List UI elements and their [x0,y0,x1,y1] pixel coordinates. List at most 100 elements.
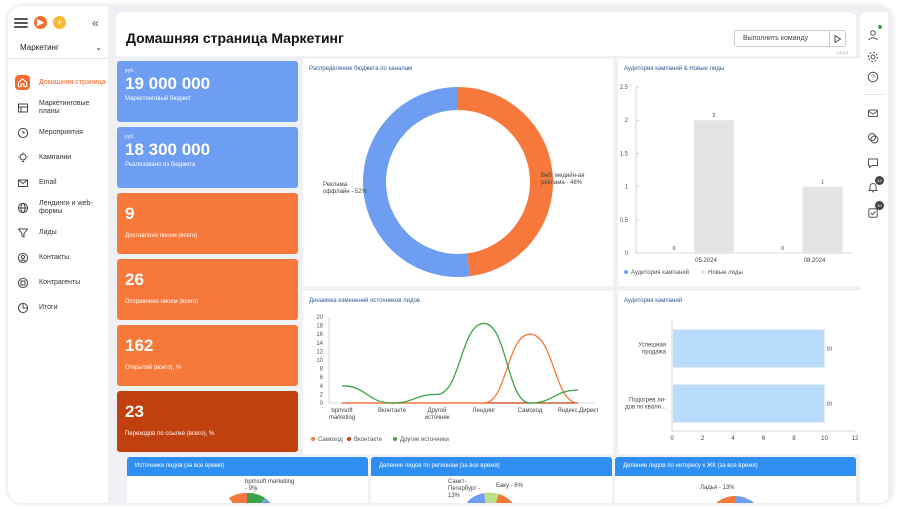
divider [8,58,108,59]
y-tick-label: 16 [316,332,323,338]
collapse-icon[interactable]: « [92,16,99,30]
kpi-currency: руб. [125,68,135,74]
slice-label: Ладья - 13% [700,485,735,491]
series-line [342,333,579,404]
budget-chart-panel: Распределение бюджета по каналам Веб: ме… [303,59,613,286]
tasks-icon[interactable] [866,206,880,220]
bulb-icon [15,150,30,165]
lead-sources-panel: Динамика изменений источников лидов 0 2 4 6… [303,291,613,454]
page-title: Домашняя страница Маркетинг [126,30,344,46]
mail-icon [15,175,30,190]
chart-title: Аудитория кампаний & Новые лиды [624,66,725,72]
data-label: 0 [781,246,784,252]
divider [864,94,884,95]
lead-sources-pie-panel: Источники лидов (за все время) bpmsoft m… [127,457,368,503]
kpi-label: Отправлено писем (всего) [125,299,199,305]
sidebar-item-events[interactable]: Мероприятия [8,120,108,145]
bar [673,384,825,423]
sidebar-item-label: Итоги [39,303,58,311]
x-tick-label: Самоход [518,408,543,414]
y-tick-label: 12 [316,349,323,355]
leader-line [540,178,552,182]
pie-slice-lightgreen [484,492,499,503]
chart-title: Деление лидов по интересу к ЖК (за все в… [615,457,856,476]
sidebar-item-label: Лендинги и web-формы [39,199,93,215]
workspace-select[interactable]: Маркетинг ⌄ [20,43,102,52]
sidebar-nav: Домашняя страница Маркетинговые планы Ме… [8,70,108,320]
chevron-down-icon: ⌄ [95,43,102,52]
kpi-clicks[interactable]: 23 Переходов по ссылке (всего), % [117,391,298,452]
x-tick-label: 0 [670,436,674,442]
interest-pie-panel: Деление лидов по интересу к ЖК (за все в… [615,457,856,503]
donut-slice [458,87,554,277]
clock-icon [15,125,30,140]
lead-sources-pie [229,487,271,503]
chart-title: Распределение бюджета по каналам [309,66,413,72]
bar [673,329,825,368]
plans-icon [15,100,30,115]
x-tick-label: 4 [731,436,735,442]
sidebar-item-label: Контрагенты [39,278,81,286]
sidebar-item-contacts[interactable]: Контакты [8,245,108,270]
y-tick-label: 20 [316,315,323,321]
message-icon[interactable] [866,156,880,170]
sidebar: ▶ + « Маркетинг ⌄ Домашняя страница Марк… [8,6,108,503]
x-tick-label: bpmsoft marketing [329,408,355,421]
command-input[interactable]: Выполнить команду [734,30,846,47]
chart-title: Источники лидов (за все время) [127,457,368,476]
x-tick-label: 08.2024 [804,258,826,264]
sidebar-item-landings[interactable]: Лендинги и web-формы [8,195,108,220]
sidebar-item-label: Маркетинговые планы [39,99,90,115]
run-command-button[interactable] [829,31,845,46]
y-tick-label: 1.5 [620,151,629,157]
y-tick-label: 0 [625,251,629,257]
sidebar-item-plans[interactable]: Маркетинговые планы [8,95,108,120]
help-icon[interactable]: ? [866,70,880,84]
y-tick-label: 8 [320,367,324,373]
slice-label-web: Веб: медийн-ая реклама - 48% [541,173,585,186]
main-area: Домашняя страница Маркетинг Выполнить ко… [116,12,861,503]
settings-icon[interactable] [866,50,880,64]
sidebar-item-label: Кампании [39,153,72,161]
kpi-budget[interactable]: руб. 19 000 000 Маркетинговый бюджет [117,61,298,122]
y-tick-label: 1 [625,185,629,191]
legend-label: Аудитория кампаний [631,269,689,276]
right-rail: ? 12 30 [860,12,888,503]
legend-marker [393,437,397,441]
mail-icon[interactable] [866,106,880,120]
sidebar-item-campaigns[interactable]: Кампании [8,145,108,170]
sidebar-item-label: Email [39,178,57,186]
interest-pie [716,495,755,503]
x-tick-label: 10 [821,436,828,442]
data-label: 0 [673,246,676,252]
kpi-sent[interactable]: 26 Отправлено писем (всего) [117,259,298,320]
chat-icon[interactable] [866,131,880,145]
sidebar-item-leads[interactable]: Лиды [8,220,108,245]
y-tick-label: 2 [320,392,324,398]
pie-slice-orange [495,494,513,503]
pie-slice-green [247,492,265,503]
y-tick-label: Подогрев ли-дов по квали... [625,398,666,411]
bell-icon[interactable] [866,180,880,194]
x-tick-label: 8 [792,436,796,442]
y-tick-label: 14 [316,341,323,347]
tasks-badge: 30 [875,201,884,210]
slice-label: Санкт-Петербург - 13% [448,479,481,499]
play-icon[interactable]: ▶ [34,16,47,29]
menu-icon[interactable] [14,17,28,28]
add-icon[interactable]: + [53,16,66,29]
app-window: ▶ + « Маркетинг ⌄ Домашняя страница Марк… [8,6,892,503]
legend-label: Другие источники [400,437,449,443]
y-tick-label: 2 [625,118,629,124]
profile-icon[interactable] [866,28,880,42]
sidebar-item-email[interactable]: Email [8,170,108,195]
kpi-opens[interactable]: 162 Открытий (всего), % [117,325,298,386]
x-tick-label: 05.2024 [695,258,717,264]
kpi-delivered[interactable]: 9 Доставлено писем (всего) [117,193,298,254]
legend-marker [624,270,628,274]
sidebar-item-results[interactable]: Итоги [8,295,108,320]
sidebar-item-home[interactable]: Домашняя страница [8,70,108,95]
kpi-label: Доставлено писем (всего) [125,233,198,239]
sidebar-item-accounts[interactable]: Контрагенты [8,270,108,295]
kpi-spent[interactable]: руб. 18 300 000 Реализовано из бюджета [117,127,298,188]
